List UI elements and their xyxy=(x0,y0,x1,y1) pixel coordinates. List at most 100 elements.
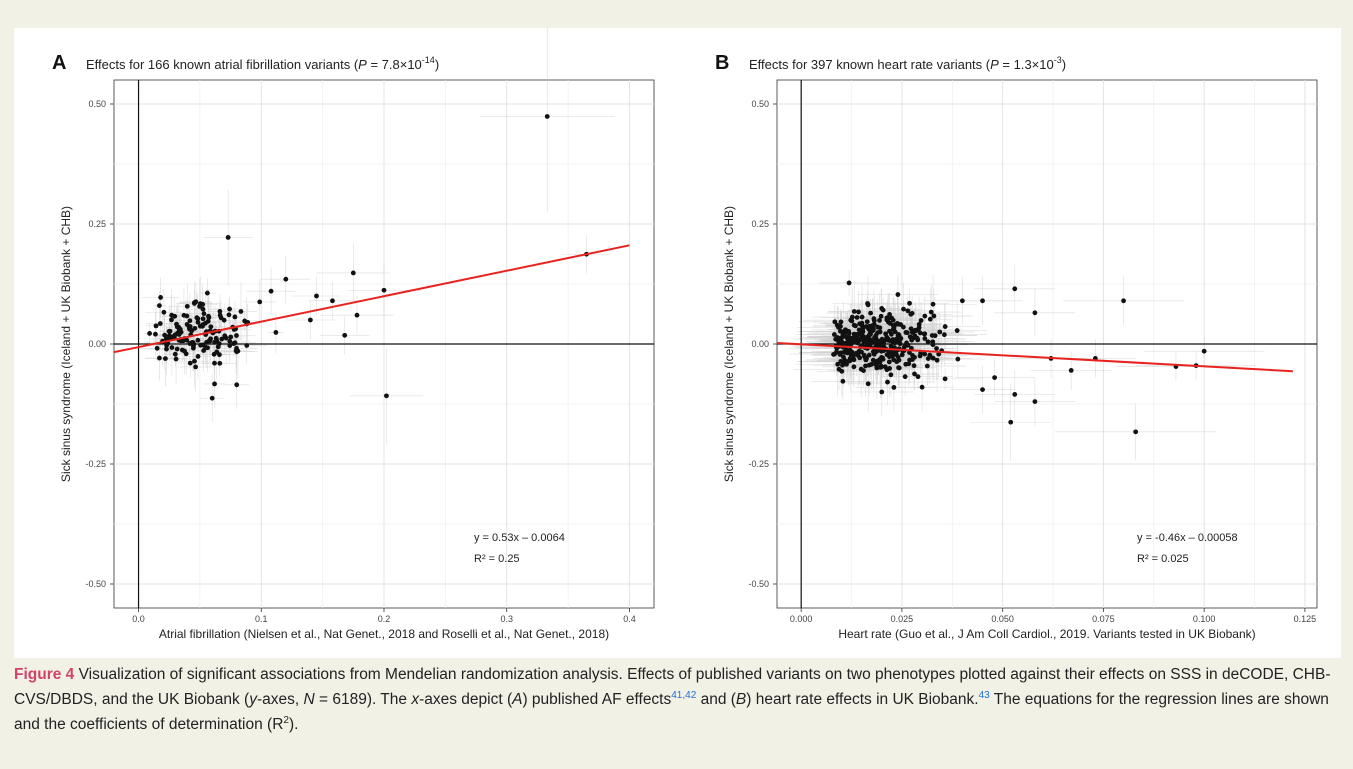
data-point xyxy=(886,319,891,325)
data-point xyxy=(922,351,928,357)
data-point xyxy=(217,360,223,366)
caption-reference-link[interactable]: 43 xyxy=(978,689,990,701)
data-point xyxy=(884,352,890,358)
data-point xyxy=(884,367,890,373)
data-point xyxy=(187,324,193,329)
data-point xyxy=(174,346,180,352)
data-point xyxy=(910,353,915,358)
x-tick-label: 0.075 xyxy=(1092,614,1115,624)
data-point xyxy=(849,318,855,324)
data-point xyxy=(925,339,931,345)
data-point xyxy=(914,335,920,341)
data-point xyxy=(544,114,550,119)
data-point xyxy=(836,324,841,330)
x-tick-label: 0.0 xyxy=(132,614,145,624)
data-point xyxy=(843,334,849,340)
data-point xyxy=(172,332,178,338)
y-tick-label: 0.50 xyxy=(88,99,106,109)
caption-text: y xyxy=(249,691,257,708)
caption-text: -axes depict ( xyxy=(419,691,513,708)
data-point xyxy=(889,338,895,344)
data-point xyxy=(954,328,960,333)
data-point xyxy=(890,327,896,333)
data-point xyxy=(889,331,894,337)
data-point xyxy=(854,350,859,356)
x-tick-label: 0.125 xyxy=(1294,614,1317,624)
data-point xyxy=(169,345,175,350)
data-point xyxy=(871,322,877,327)
data-point xyxy=(157,303,162,308)
data-point xyxy=(1133,429,1139,435)
data-point xyxy=(885,379,890,385)
data-point xyxy=(930,301,936,307)
data-point xyxy=(232,314,238,320)
data-point xyxy=(895,292,901,297)
data-point xyxy=(219,336,225,342)
y-tick-label: -0.25 xyxy=(748,459,769,469)
caption-text: -axes, xyxy=(256,691,304,708)
data-point xyxy=(930,342,936,348)
x-tick-label: 0.025 xyxy=(891,614,914,624)
data-point xyxy=(181,312,187,318)
x-axis-label: Atrial fibrillation (Nielsen et al., Nat… xyxy=(159,627,609,641)
data-point xyxy=(1032,399,1038,404)
data-point xyxy=(896,365,901,371)
data-point xyxy=(866,352,872,358)
data-point xyxy=(184,337,190,343)
data-point xyxy=(209,395,215,401)
data-point xyxy=(153,331,158,337)
caption-text: B xyxy=(735,691,747,708)
data-point xyxy=(865,381,871,387)
x-tick-label: 0.1 xyxy=(255,614,268,624)
data-point xyxy=(832,319,838,325)
data-point xyxy=(273,330,279,335)
data-point xyxy=(857,355,863,361)
data-point xyxy=(172,351,178,357)
data-point xyxy=(194,315,200,321)
x-tick-label: 0.100 xyxy=(1193,614,1216,624)
caption-text: N xyxy=(303,691,315,708)
figure-caption: Figure 4 Visualization of significant as… xyxy=(14,662,1339,737)
data-point xyxy=(899,352,905,358)
y-tick-label: 0.50 xyxy=(751,99,769,109)
data-point xyxy=(893,351,899,357)
data-point xyxy=(234,345,239,351)
data-point xyxy=(162,356,168,362)
figure-panels: A Effects for 166 known atrial fibrillati… xyxy=(14,28,1341,658)
data-point xyxy=(1068,368,1074,373)
data-point xyxy=(846,330,852,336)
data-point xyxy=(225,235,231,240)
data-point xyxy=(330,298,335,304)
data-point xyxy=(154,345,160,351)
y-axis-label: Sick sinus syndrome (Iceland + UK Bioban… xyxy=(59,206,73,482)
data-point xyxy=(980,387,985,392)
data-point xyxy=(831,332,837,337)
data-point xyxy=(200,316,206,322)
data-point xyxy=(198,342,204,348)
data-point xyxy=(878,313,884,319)
data-point xyxy=(836,366,842,372)
data-point xyxy=(244,343,250,348)
caption-text: ) published AF effects xyxy=(522,691,672,708)
data-point xyxy=(212,360,217,366)
data-point xyxy=(307,317,313,323)
regression-line xyxy=(113,244,630,354)
data-point xyxy=(234,333,239,338)
data-point xyxy=(350,270,356,276)
y-tick-label: 0.25 xyxy=(751,219,769,229)
caption-reference-link[interactable]: 41,42 xyxy=(671,689,697,701)
data-point xyxy=(212,339,218,345)
data-point xyxy=(862,338,867,343)
panel-label: A xyxy=(52,52,66,74)
data-point xyxy=(873,349,879,354)
data-point xyxy=(227,306,232,312)
data-point xyxy=(161,309,167,315)
data-point xyxy=(873,361,878,367)
data-point xyxy=(158,295,164,300)
data-point xyxy=(206,315,212,320)
data-point xyxy=(918,318,924,323)
chart-title: Effects for 166 known atrial fibrillatio… xyxy=(86,55,439,72)
data-point xyxy=(217,309,223,314)
data-point xyxy=(840,362,845,368)
data-point xyxy=(871,316,877,322)
